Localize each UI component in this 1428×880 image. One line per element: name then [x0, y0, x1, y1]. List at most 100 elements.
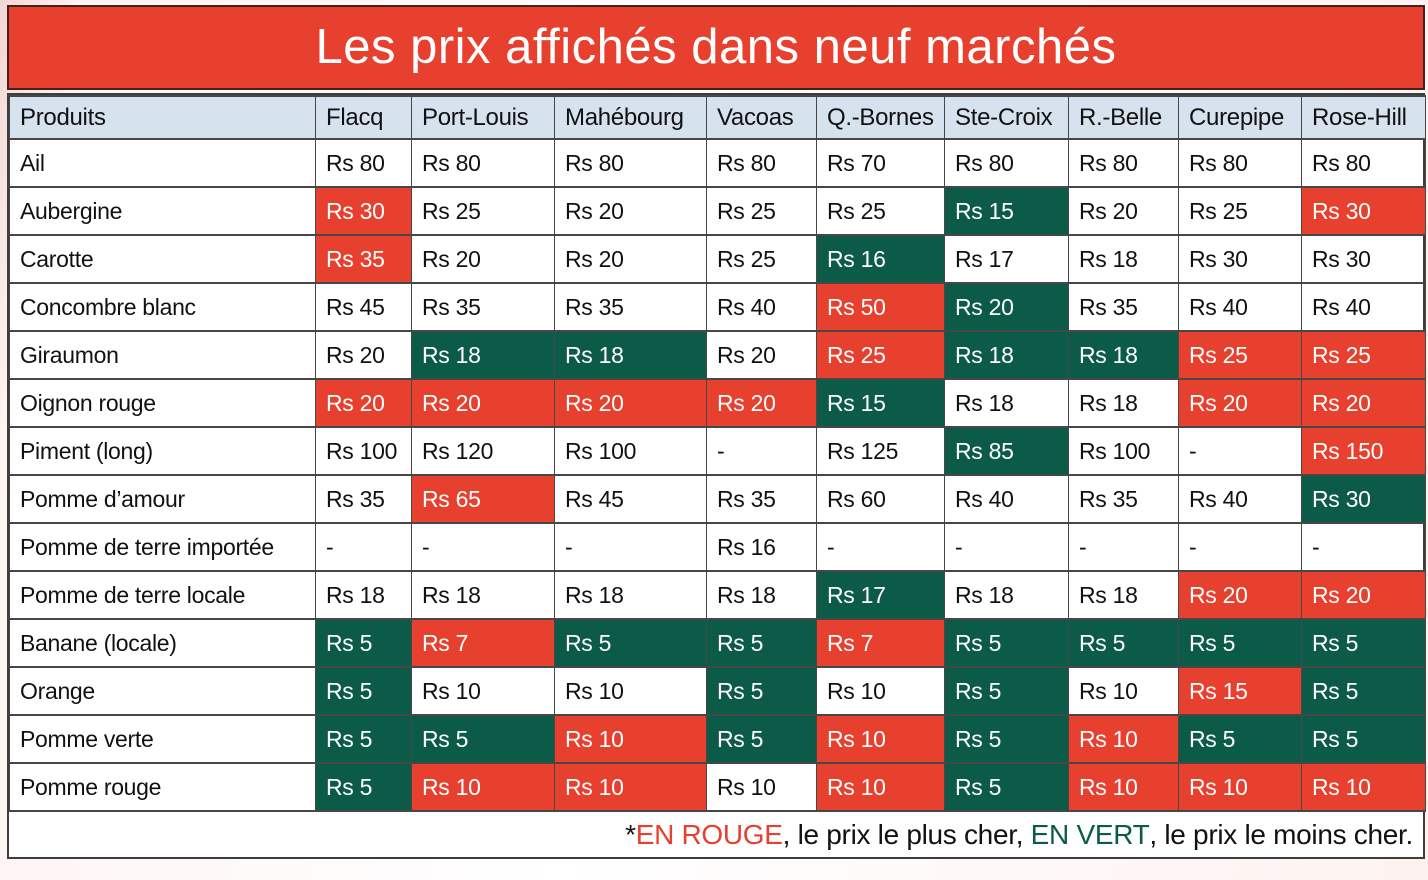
price-cell: Rs 20 — [944, 282, 1069, 332]
table-row: Oignon rouge Rs 20 Rs 20 Rs 20 Rs 20 Rs 15 Rs … — [9, 378, 1426, 428]
price-cell: Rs 5 — [315, 618, 412, 668]
price-cell: Rs 30 — [1178, 234, 1302, 284]
price-cell: Rs 15 — [944, 186, 1069, 236]
price-cell: Rs 20 — [411, 234, 555, 284]
price-cell: Rs 16 — [706, 522, 817, 572]
table-row: Pomme verte Rs 5 Rs 5 Rs 10 Rs 5 Rs 10 Rs 5 Rs … — [9, 714, 1426, 764]
price-cell: Rs 18 — [1068, 378, 1179, 428]
price-cell: Rs 45 — [554, 474, 707, 524]
price-cell: Rs 80 — [706, 138, 817, 188]
table-row: Orange Rs 5 Rs 10 Rs 10 Rs 5 Rs 10 Rs 5 Rs 10 Rs… — [9, 666, 1426, 716]
price-cell: Rs 10 — [1068, 762, 1179, 812]
price-cell: Rs 5 — [706, 666, 817, 716]
product-cell: Piment (long) — [9, 426, 316, 476]
column-header-products: Produits — [9, 95, 316, 140]
price-cell: Rs 10 — [816, 714, 945, 764]
price-cell: Rs 18 — [411, 330, 555, 380]
legend-red-meaning: , le prix le plus cher, — [782, 818, 1031, 850]
price-cell: Rs 10 — [554, 666, 707, 716]
price-cell: - — [1301, 522, 1426, 572]
price-cell: Rs 18 — [554, 570, 707, 620]
price-cell: Rs 7 — [816, 618, 945, 668]
column-header-market: Ste-Croix — [944, 95, 1069, 140]
price-cell: Rs 60 — [816, 474, 945, 524]
product-cell: Orange — [9, 666, 316, 716]
price-cell: Rs 5 — [706, 714, 817, 764]
price-cell: Rs 70 — [816, 138, 945, 188]
price-cell: Rs 10 — [411, 666, 555, 716]
price-cell: - — [944, 522, 1069, 572]
table-row: Piment (long) Rs 100 Rs 120 Rs 100- Rs 125 Rs… — [9, 426, 1426, 476]
price-cell: Rs 150 — [1301, 426, 1426, 476]
price-table: Produits Flacq Port-Louis Mahébourg Vacoas Q.… — [9, 95, 1426, 812]
price-cell: Rs 25 — [706, 186, 817, 236]
price-cell: Rs 25 — [1301, 330, 1426, 380]
price-cell: Rs 20 — [554, 186, 707, 236]
column-header-market: Rose-Hill — [1301, 95, 1426, 140]
price-cell: Rs 120 — [411, 426, 555, 476]
price-cell: Rs 35 — [706, 474, 817, 524]
page-container: Les prix affichés dans neuf marchés Prod… — [7, 5, 1426, 859]
price-cell: Rs 5 — [1301, 714, 1426, 764]
price-cell: - — [315, 522, 412, 572]
table-row: Pomme de terre importée - - - Rs 16- - - - - — [9, 522, 1426, 572]
price-cell: Rs 15 — [816, 378, 945, 428]
price-cell: Rs 18 — [1068, 234, 1179, 284]
table-row: Pomme d’amour Rs 35 Rs 65 Rs 45 Rs 35 Rs 60 Rs… — [9, 474, 1426, 524]
price-cell: Rs 5 — [315, 762, 412, 812]
column-header-market: Vacoas — [706, 95, 817, 140]
column-header-market: Curepipe — [1178, 95, 1302, 140]
price-cell: Rs 20 — [1068, 186, 1179, 236]
column-header-market: Mahébourg — [554, 95, 707, 140]
price-cell: Rs 20 — [706, 330, 817, 380]
price-cell: Rs 20 — [315, 378, 412, 428]
price-cell: Rs 80 — [411, 138, 555, 188]
price-cell: Rs 80 — [554, 138, 707, 188]
price-cell: Rs 5 — [1178, 714, 1302, 764]
price-cell: Rs 20 — [554, 234, 707, 284]
price-cell: Rs 20 — [1178, 570, 1302, 620]
price-cell: Rs 35 — [1068, 474, 1179, 524]
price-cell: Rs 35 — [315, 234, 412, 284]
price-cell: Rs 18 — [411, 570, 555, 620]
product-cell: Oignon rouge — [9, 378, 316, 428]
table-body: Ail Rs 80 Rs 80 Rs 80 Rs 80 Rs 70 Rs 80 Rs 80 Rs… — [9, 138, 1426, 812]
table-row: Concombre blanc Rs 45 Rs 35 Rs 35 Rs 40 Rs 50… — [9, 282, 1426, 332]
price-cell: Rs 20 — [1301, 378, 1426, 428]
legend-footer: * EN ROUGE, le prix le plus cher, EN VERT… — [9, 812, 1423, 857]
price-cell: Rs 100 — [315, 426, 412, 476]
price-cell: Rs 5 — [1178, 618, 1302, 668]
price-cell: Rs 40 — [944, 474, 1069, 524]
price-cell: Rs 5 — [554, 618, 707, 668]
price-cell: Rs 10 — [411, 762, 555, 812]
price-cell: Rs 5 — [1068, 618, 1179, 668]
price-cell: Rs 25 — [1178, 186, 1302, 236]
price-cell: Rs 25 — [411, 186, 555, 236]
price-cell: Rs 25 — [816, 186, 945, 236]
legend-green-meaning: , le prix le moins cher. — [1149, 818, 1413, 850]
price-cell: - — [1178, 522, 1302, 572]
price-cell: Rs 85 — [944, 426, 1069, 476]
price-cell: Rs 80 — [1178, 138, 1302, 188]
product-cell: Pomme de terre locale — [9, 570, 316, 620]
price-cell: Rs 18 — [944, 570, 1069, 620]
price-cell: Rs 30 — [1301, 234, 1426, 284]
price-cell: Rs 18 — [706, 570, 817, 620]
price-table-container: Produits Flacq Port-Louis Mahébourg Vacoas Q.… — [7, 93, 1426, 859]
table-row: Ail Rs 80 Rs 80 Rs 80 Rs 80 Rs 70 Rs 80 Rs 80 Rs… — [9, 138, 1426, 188]
price-cell: - — [706, 426, 817, 476]
price-cell: Rs 15 — [1178, 666, 1302, 716]
price-cell: Rs 20 — [411, 378, 555, 428]
price-cell: Rs 18 — [1068, 570, 1179, 620]
price-cell: Rs 100 — [554, 426, 707, 476]
price-cell: Rs 10 — [554, 762, 707, 812]
price-cell: - — [411, 522, 555, 572]
price-cell: Rs 80 — [1301, 138, 1426, 188]
product-cell: Pomme verte — [9, 714, 316, 764]
price-cell: Rs 5 — [944, 714, 1069, 764]
page-title: Les prix affichés dans neuf marchés — [7, 5, 1425, 90]
price-cell: Rs 80 — [944, 138, 1069, 188]
price-cell: Rs 40 — [1178, 474, 1302, 524]
